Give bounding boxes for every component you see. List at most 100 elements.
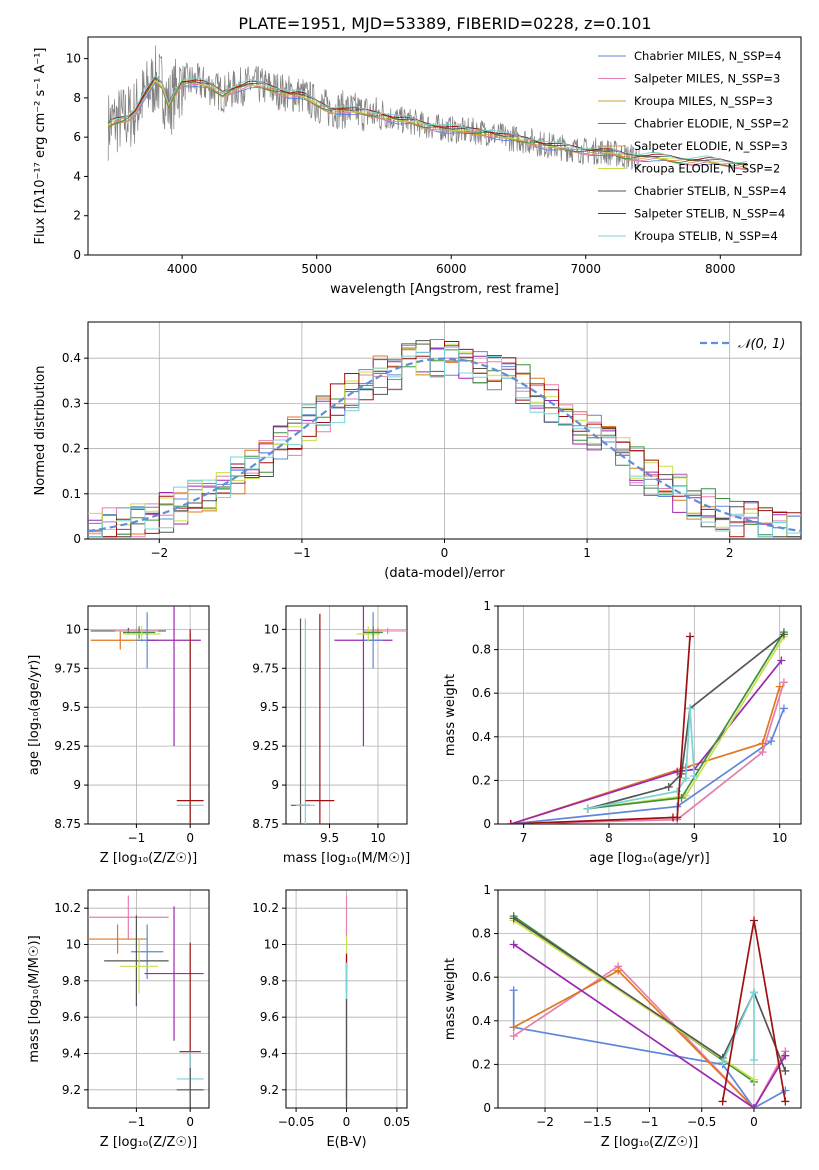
data-point-marker [677, 769, 686, 778]
y-tick-label: 9.5 [260, 700, 279, 714]
data-point-marker [686, 632, 695, 641]
y-axis-label: mass [log₁₀(M/M☉)] [27, 935, 42, 1062]
panel-mass_vs_z: −1 0 9.2 9.4 9.6 9.8 10 10.2 Z [log₁₀(Z/Z☉)] mass… [27, 889, 210, 1150]
y-tick-label: 8.75 [54, 817, 81, 831]
x-tick-label: −1 [128, 831, 146, 845]
x-tick-label: 0 [186, 1115, 194, 1129]
weight-series-line [513, 917, 787, 1072]
panel-weight_vs_z: −2 −1.5 −1 −0.5 0 0 0.2 0.4 0.6 0.8 1 Z [log₁₀(Z/Z☉… [443, 883, 802, 1150]
plot-area [107, 45, 748, 170]
data-point-marker [775, 682, 784, 691]
y-tick-label: 0.8 [472, 643, 491, 657]
x-axis-label: E(B-V) [326, 1135, 366, 1150]
x-axis-label: age [log₁₀(age/yr)] [589, 851, 710, 866]
data-point-marker [509, 914, 518, 923]
x-tick-label: 2 [726, 546, 734, 560]
x-axis-label: Z [log₁₀(Z/Z☉)] [100, 851, 197, 866]
y-tick-label: 9.75 [54, 661, 81, 675]
x-tick-label: −1 [641, 1115, 659, 1129]
weight-series-line [513, 965, 787, 1108]
weight-series-line [510, 708, 785, 824]
x-tick-label: 9 [690, 831, 698, 845]
figure-title: PLATE=1951, MJD=53389, FIBERID=0228, z=0… [238, 14, 651, 33]
x-tick-label: −0.05 [278, 1115, 315, 1129]
panel-age_vs_z: −1 0 8.75 9 9.25 9.5 9.75 10 Z [log₁₀(Z/Z☉)] age … [27, 605, 210, 866]
data-point-marker [673, 813, 682, 822]
data-point-marker [758, 739, 767, 748]
panel-weight_vs_age: 7 8 9 10 0 0.2 0.4 0.6 0.8 1 age [log₁₀(age/yr)] ma… [443, 599, 802, 866]
x-tick-label: 10 [772, 831, 787, 845]
data-point-marker [779, 704, 788, 713]
data-point-marker [686, 704, 695, 713]
plot-area [88, 895, 204, 1108]
y-tick-label: 9.6 [260, 1010, 279, 1024]
legend-entry: Kroupa MILES, N_SSP=3 [634, 94, 773, 108]
y-tick-label: 0.2 [62, 442, 81, 456]
y-tick-label: 10 [66, 622, 81, 636]
legend-entry: Chabrier ELODIE, N_SSP=2 [634, 117, 789, 131]
x-tick-label: 6000 [436, 262, 467, 276]
data-point-marker [681, 774, 690, 783]
x-tick-label: 8 [605, 831, 613, 845]
y-tick-label: 1 [483, 599, 491, 613]
y-tick-label: 9 [271, 778, 279, 792]
data-point-marker [509, 1023, 518, 1032]
x-tick-label: −2 [536, 1115, 554, 1129]
data-spectrum-line [107, 45, 640, 170]
y-tick-label: 9.5 [62, 700, 81, 714]
weight-series-line [510, 682, 785, 824]
y-axis-label: age [log₁₀(age/yr)] [27, 655, 42, 776]
x-tick-label: −0.5 [687, 1115, 716, 1129]
y-tick-label: 0.3 [62, 396, 81, 410]
x-tick-label: 0 [441, 546, 449, 560]
data-point-marker [758, 748, 767, 757]
weight-series-line [513, 943, 787, 1108]
plot-area [88, 339, 801, 538]
x-axis-label: wavelength [Angstrom, rest frame] [330, 282, 559, 297]
y-tick-label: 9.25 [252, 739, 279, 753]
axes-frame [497, 605, 802, 825]
x-tick-label: −1 [128, 1115, 146, 1129]
y-tick-label: 2 [73, 209, 81, 223]
weight-series-line [721, 992, 755, 1063]
legend-entry: Salpeter ELODIE, N_SSP=3 [634, 139, 788, 153]
data-point-marker [718, 1097, 727, 1106]
data-point-marker [779, 630, 788, 639]
data-point-marker [690, 772, 699, 781]
y-tick-label: 9 [73, 778, 81, 792]
y-tick-label: 0.6 [472, 686, 491, 700]
y-tick-label: 9.2 [260, 1083, 279, 1097]
plot-area [90, 606, 204, 824]
panel-mass_vs_ebv: −0.05 0 0.05 9.2 9.4 9.6 9.8 10 10.2 E(B-V) [252, 889, 410, 1150]
axes-frame [497, 889, 802, 1109]
axes-frame [87, 605, 210, 825]
y-tick-label: 9.6 [62, 1010, 81, 1024]
data-point-marker [509, 1032, 518, 1041]
x-axis-label: (data-model)/error [384, 566, 505, 581]
data-point-marker [749, 916, 758, 925]
panel-residuals: −2 −1 0 1 2 0 0.1 0.2 0.3 0.4 (data-model)/error No… [33, 321, 802, 581]
axes-frame [87, 321, 802, 540]
panel-age_vs_mass: 9.5 10 8.75 9 9.25 9.5 9.75 10 mass [log₁₀(M/M☉)… [252, 605, 410, 866]
x-axis-label: Z [log₁₀(Z/Z☉)] [601, 1135, 698, 1150]
legend-entry: Chabrier STELIB, N_SSP=4 [634, 184, 786, 198]
y-tick-label: 9.8 [260, 974, 279, 988]
x-axis-label: Z [log₁₀(Z/Z☉)] [100, 1135, 197, 1150]
legend-entry: Kroupa STELIB, N_SSP=4 [634, 229, 778, 243]
y-tick-label: 10 [264, 622, 279, 636]
x-tick-label: 8000 [705, 262, 736, 276]
y-tick-label: 10 [66, 938, 81, 952]
y-tick-label: 9.4 [260, 1047, 279, 1061]
y-axis-label: mass weight [443, 674, 458, 756]
y-tick-label: 0.8 [472, 927, 491, 941]
data-point-marker [749, 1104, 758, 1108]
data-point-marker [506, 820, 515, 824]
y-tick-label: 9.4 [62, 1047, 81, 1061]
x-axis-label: mass [log₁₀(M/M☉)] [283, 851, 410, 866]
y-tick-label: 0 [483, 1101, 491, 1115]
axes-frame [87, 889, 210, 1109]
y-tick-label: 4 [73, 169, 81, 183]
y-tick-label: 10.2 [54, 901, 81, 915]
y-axis-label: mass weight [443, 958, 458, 1040]
x-tick-label: −1.5 [583, 1115, 612, 1129]
